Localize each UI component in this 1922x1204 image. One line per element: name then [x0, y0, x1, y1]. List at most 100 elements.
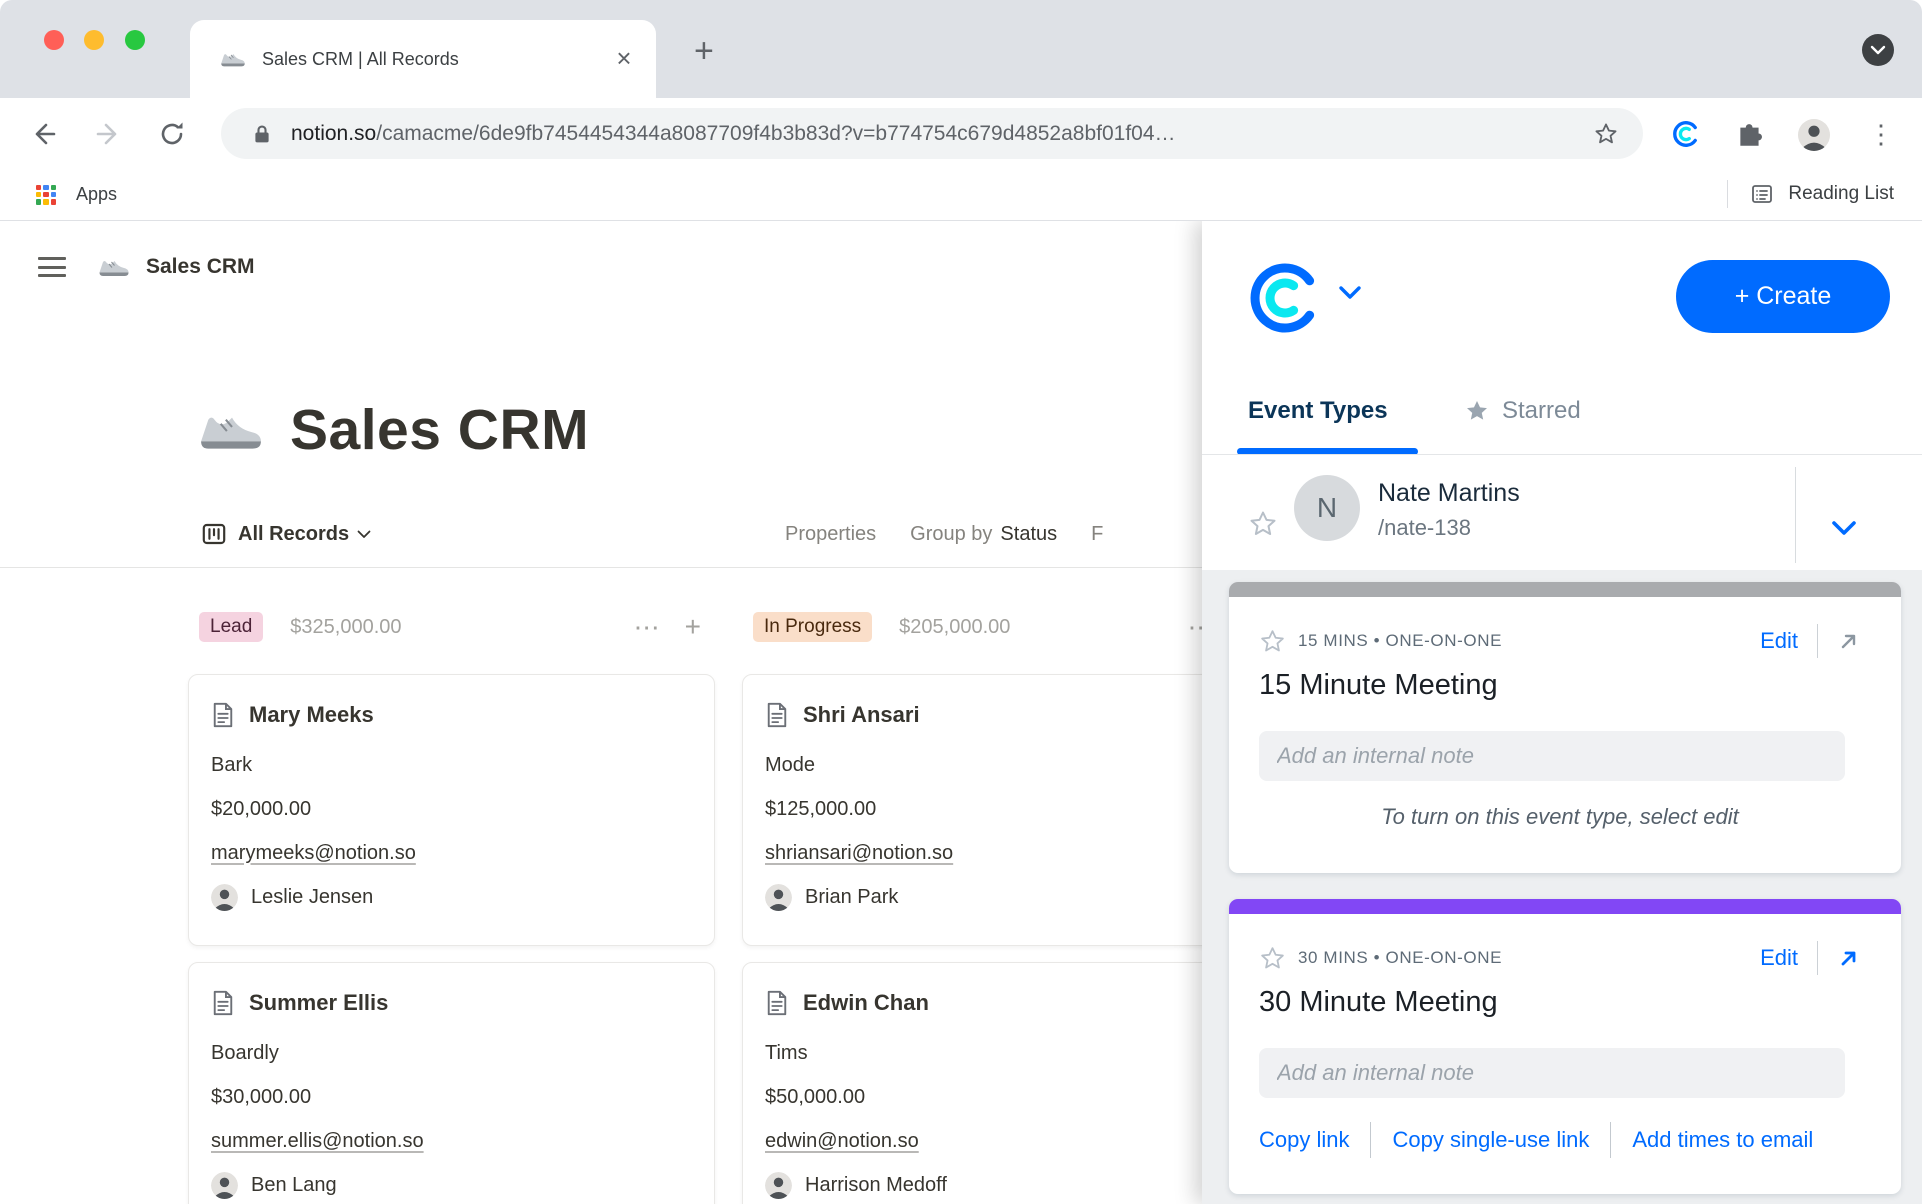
lock-icon — [255, 124, 269, 142]
event-hint: To turn on this event type, select edit — [1381, 804, 1739, 829]
card-email-link[interactable]: edwin@notion.so — [765, 1129, 919, 1152]
url-bar[interactable]: notion.so/camacme/6de9fb7454454344a80877… — [221, 108, 1643, 159]
reload-icon[interactable] — [158, 120, 186, 148]
meta-divider — [1817, 941, 1818, 975]
back-icon[interactable] — [30, 120, 58, 148]
browser-tab[interactable]: Sales CRM | All Records × — [190, 20, 656, 98]
meta-divider — [1817, 624, 1818, 658]
tab-starred[interactable]: Starred — [1464, 397, 1581, 425]
star-outline-icon[interactable] — [1248, 509, 1278, 539]
status-badge[interactable]: In Progress — [753, 612, 873, 642]
edit-link[interactable]: Edit — [1760, 628, 1798, 653]
extensions-puzzle-icon[interactable] — [1735, 119, 1765, 149]
edit-link[interactable]: Edit — [1760, 945, 1798, 970]
internal-note-input[interactable] — [1259, 1048, 1845, 1098]
reading-list-icon — [1752, 185, 1773, 203]
calendly-logo[interactable] — [1245, 258, 1325, 338]
sneaker-page-icon[interactable] — [198, 406, 264, 454]
sneaker-favicon — [221, 54, 245, 67]
bookmark-star-icon[interactable] — [1593, 121, 1619, 147]
star-outline-icon[interactable] — [1259, 628, 1286, 655]
view-toolbar: All Records Properties Group by Status F — [202, 513, 1242, 555]
card-company: Boardly — [211, 1041, 279, 1064]
internal-note-input[interactable] — [1259, 731, 1845, 781]
copy-link-button[interactable]: Copy link — [1259, 1127, 1350, 1152]
external-link-icon[interactable] — [1837, 946, 1861, 970]
url-path: /camacme/6de9fb7454454344a8087709f4b3b83… — [376, 121, 1176, 145]
browser-menu-kebab-icon[interactable]: ⋮ — [1868, 119, 1894, 149]
toolbar-divider — [0, 567, 1922, 568]
view-selector[interactable]: All Records — [202, 522, 371, 546]
group-by-button[interactable]: Group by Status — [910, 522, 1058, 545]
avatar — [765, 1171, 792, 1199]
crm-card[interactable]: Shri Ansari Mode $125,000.00 shriansari@… — [742, 674, 1269, 946]
expand-chevron-down-icon[interactable] — [1830, 519, 1858, 537]
account-chevron-down-icon[interactable] — [1338, 285, 1362, 301]
copy-single-use-link-button[interactable]: Copy single-use link — [1392, 1127, 1590, 1152]
profile-avatar[interactable] — [1798, 119, 1830, 151]
board-column-lead: Lead $325,000.00 ⋯ + Mary Meeks — [188, 604, 715, 1204]
breadcrumb-page-title[interactable]: Sales CRM — [146, 255, 255, 278]
document-icon — [767, 990, 787, 1016]
tab-event-types[interactable]: Event Types — [1248, 397, 1388, 424]
event-types-list: 15 MINS • ONE-ON-ONE Edit 15 Minute Meet… — [1202, 570, 1922, 1204]
event-title: 30 Minute Meeting — [1259, 986, 1498, 1018]
column-menu-icon[interactable]: ⋯ — [633, 611, 661, 642]
card-email-link[interactable]: marymeeks@notion.so — [211, 841, 416, 864]
crm-card[interactable]: Summer Ellis Boardly $30,000.00 summer.e… — [188, 962, 715, 1204]
page-title-block: Sales CRM — [198, 397, 1922, 463]
card-company: Tims — [765, 1041, 808, 1064]
view-name: All Records — [238, 522, 350, 545]
external-link-icon[interactable] — [1837, 629, 1861, 653]
card-amount: $50,000.00 — [765, 1085, 866, 1108]
tab-search-button[interactable] — [1862, 34, 1894, 66]
card-email-link[interactable]: shriansari@notion.so — [765, 841, 954, 864]
action-divider — [1610, 1122, 1612, 1158]
bookmark-apps[interactable]: Apps — [36, 184, 117, 205]
status-badge[interactable]: Lead — [199, 612, 264, 642]
forward-icon[interactable] — [94, 120, 122, 148]
event-actions: Copy link Copy single-use link Add times… — [1259, 1122, 1861, 1158]
user-slug: /nate-138 — [1378, 515, 1471, 540]
board-view-icon — [202, 523, 226, 545]
reading-list[interactable]: Reading List — [1727, 180, 1894, 208]
add-times-to-email-button[interactable]: Add times to email — [1632, 1127, 1814, 1152]
filter-button-partial[interactable]: F — [1091, 522, 1104, 545]
user-name: Nate Martins — [1378, 479, 1520, 507]
active-tab-underline — [1237, 448, 1418, 455]
close-tab-icon[interactable]: × — [616, 43, 632, 73]
board-column-in-progress: In Progress $205,000.00 ⋯ + Shri Ansari — [742, 604, 1269, 1204]
star-outline-icon[interactable] — [1259, 945, 1286, 972]
reading-list-label: Reading List — [1788, 183, 1894, 204]
card-company: Mode — [765, 753, 816, 776]
card-email-link[interactable]: summer.ellis@notion.so — [211, 1129, 424, 1152]
event-type-card-15: 15 MINS • ONE-ON-ONE Edit 15 Minute Meet… — [1229, 582, 1901, 873]
column-header: In Progress $205,000.00 ⋯ + — [742, 604, 1269, 650]
column-total: $325,000.00 — [290, 615, 402, 638]
card-owner: Ben Lang — [211, 1163, 692, 1204]
minimize-window-button[interactable] — [84, 30, 104, 50]
crm-card[interactable]: Mary Meeks Bark $20,000.00 marymeeks@not… — [188, 674, 715, 946]
event-accent-strip — [1229, 899, 1901, 914]
properties-button[interactable]: Properties — [785, 522, 877, 545]
sidebar-menu-icon[interactable] — [38, 257, 66, 277]
chevron-down-icon — [357, 530, 371, 538]
calendly-extension-icon[interactable] — [1671, 119, 1701, 149]
person-icon — [1798, 119, 1830, 151]
action-divider — [1370, 1122, 1372, 1158]
user-avatar: N — [1294, 475, 1360, 541]
new-tab-button[interactable]: + — [694, 32, 714, 70]
star-icon — [1467, 401, 1487, 420]
card-name: Shri Ansari — [803, 702, 920, 727]
card-company: Bark — [211, 753, 253, 776]
event-meta: 15 MINS • ONE-ON-ONE — [1298, 631, 1503, 650]
zoom-window-button[interactable] — [125, 30, 145, 50]
crm-card[interactable]: Edwin Chan Tims $50,000.00 edwin@notion.… — [742, 962, 1269, 1204]
create-button[interactable]: + Create — [1676, 260, 1890, 333]
close-window-button[interactable] — [44, 30, 64, 50]
card-name: Mary Meeks — [249, 702, 374, 727]
apps-label: Apps — [76, 184, 118, 204]
url-text: notion.so/camacme/6de9fb7454454344a80877… — [291, 122, 1176, 146]
add-card-icon[interactable]: + — [684, 611, 701, 642]
user-row[interactable]: N Nate Martins /nate-138 — [1202, 455, 1922, 570]
